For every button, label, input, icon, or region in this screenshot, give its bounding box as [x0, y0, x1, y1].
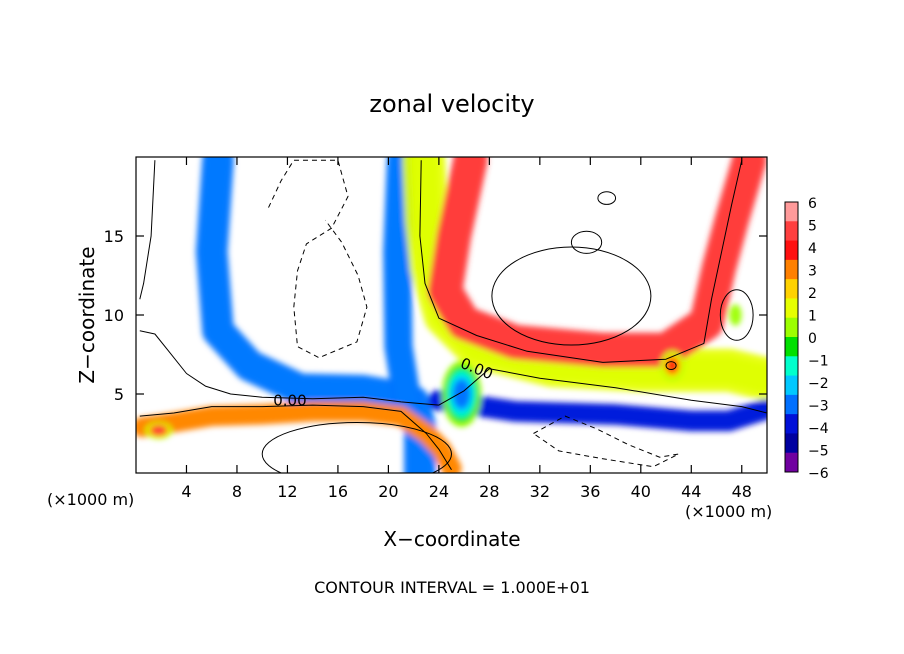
- x-tick-label-8: 8: [232, 482, 242, 501]
- contour-closed-5: [261, 421, 452, 473]
- x-tick-label-32: 32: [530, 482, 550, 501]
- field-blob-7-0: [729, 304, 742, 326]
- y-axis-label: Z−coordinate: [75, 246, 99, 383]
- contour-closed-3: [719, 289, 754, 341]
- field-shading: [136, 157, 767, 473]
- x-tick-label-44: 44: [681, 482, 701, 501]
- colorbar-label-9: −3: [808, 399, 829, 415]
- x-tick-label-4: 4: [181, 482, 191, 501]
- colorbar-label-4: 2: [808, 286, 817, 302]
- chart-title: zonal velocity: [369, 90, 534, 118]
- x-tick-label-36: 36: [580, 482, 600, 501]
- y-axis: 5 10 15: [104, 227, 767, 404]
- colorbar-swatch-13: [785, 452, 798, 473]
- colorbar-label-1: 5: [808, 219, 817, 235]
- field-band-3-0: [427, 157, 767, 368]
- contour-dashed-1: [533, 415, 679, 468]
- contour-solid-2: [139, 160, 156, 300]
- colorbar-swatch-9: [785, 375, 798, 396]
- colorbar-swatch-2: [785, 240, 798, 261]
- x-axis-label: X−coordinate: [383, 527, 520, 551]
- x-tick-label-16: 16: [328, 482, 348, 501]
- field-band-4-0: [428, 389, 767, 432]
- contour-interval-note: CONTOUR INTERVAL = 1.000E+01: [314, 578, 590, 597]
- contour-closed-1: [570, 230, 603, 254]
- colorbar-swatch-5: [785, 298, 798, 319]
- field-blob-6-0: [453, 379, 471, 409]
- colorbar: 6 5 4 3 2 1 0 −1 −2 −3 −4 −5 −6: [784, 196, 829, 482]
- colorbar-swatch-7: [785, 337, 798, 357]
- colorbar-label-10: −4: [808, 421, 829, 437]
- colorbar-swatch-6: [785, 317, 798, 338]
- contour-label-0: 0.00: [273, 391, 306, 409]
- colorbar-label-2: 4: [808, 241, 817, 257]
- colorbar-label-7: −1: [808, 354, 829, 370]
- x-unit-left: (×1000 m): [47, 490, 134, 509]
- colorbar-frame: [784, 201, 799, 473]
- x-axis: 4 8 12 16 20 24 28 32 36 40 44 48: [181, 157, 752, 501]
- colorbar-label-12: −6: [808, 466, 829, 482]
- x-tick-label-20: 20: [378, 482, 398, 501]
- colorbar-swatch-3: [785, 259, 798, 280]
- field-blob-9-0: [153, 426, 165, 434]
- x-tick-label-24: 24: [429, 482, 449, 501]
- contour-closed-0: [491, 246, 652, 346]
- x-tick-label-40: 40: [631, 482, 651, 501]
- colorbar-label-3: 3: [808, 264, 817, 280]
- contour-solid-0: [139, 330, 767, 414]
- y-tick-label-10: 10: [104, 306, 124, 325]
- colorbar-swatch-12: [785, 433, 798, 454]
- x-unit-right: (×1000 m): [685, 502, 772, 521]
- contour-lines: [139, 159, 767, 473]
- colorbar-swatch-0: [785, 202, 798, 222]
- contour-closed-4: [665, 361, 677, 371]
- field-band-0-0: [195, 157, 436, 473]
- y-tick-label-5: 5: [114, 385, 124, 404]
- colorbar-swatch-4: [785, 279, 798, 299]
- velocity-field: [136, 157, 767, 473]
- colorbar-label-0: 6: [808, 196, 817, 212]
- contour-solid-3: [419, 160, 743, 363]
- colorbar-label-6: 0: [808, 331, 817, 347]
- contour-solid-1: [139, 404, 452, 471]
- colorbar-swatch-11: [785, 414, 798, 434]
- colorbar-label-8: −2: [808, 376, 829, 392]
- colorbar-swatch-8: [785, 356, 798, 377]
- colorbar-label-11: −5: [808, 444, 829, 460]
- x-tick-label-28: 28: [479, 482, 499, 501]
- field-band-5-0: [136, 401, 462, 473]
- colorbar-swatch-10: [785, 394, 798, 415]
- x-tick-label-12: 12: [277, 482, 297, 501]
- colorbar-swatch-1: [785, 221, 798, 242]
- field-band-1-0: [382, 157, 422, 417]
- colorbar-label-5: 1: [808, 309, 817, 325]
- y-tick-label-15: 15: [104, 227, 124, 246]
- contour-dashed-0: [268, 159, 368, 359]
- contour-closed-2: [597, 191, 617, 205]
- x-tick-label-48: 48: [732, 482, 752, 501]
